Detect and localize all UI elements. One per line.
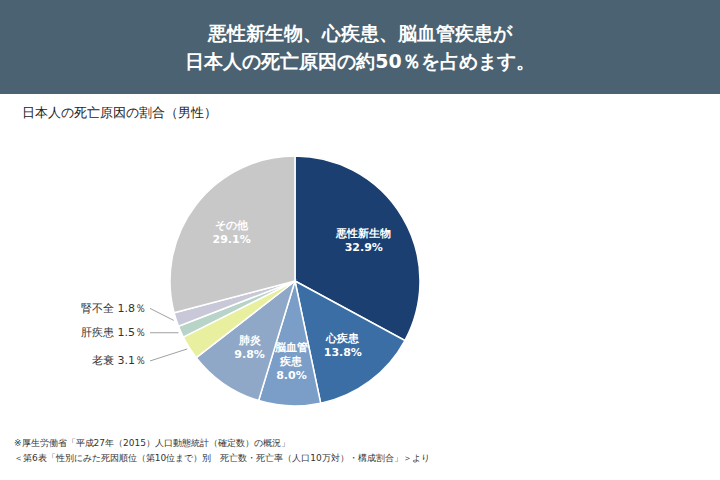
svg-text:悪性新生物32.9%: 悪性新生物32.9% <box>335 227 391 254</box>
html-text:日本人の死亡原因の割合（男性）: 日本人の死亡原因の割合（男性） <box>22 105 217 120</box>
svg-text:心疾患13.8%: 心疾患13.8% <box>324 332 362 359</box>
svg-text:その他29.1%: その他29.1% <box>213 219 251 246</box>
svg-text:老衰 3.1％: 老衰 3.1％ <box>92 354 146 367</box>
html-text:日本人の死亡原因の約50％を占めます。: 日本人の死亡原因の約50％を占めます。 <box>185 50 535 72</box>
html-text:悪性新生物、心疾患、脳血管疾患が: 悪性新生物、心疾患、脳血管疾患が <box>208 22 512 44</box>
svg-text:腎不全 1.8％: 腎不全 1.8％ <box>81 302 146 315</box>
svg-text:肝疾患 1.5％: 肝疾患 1.5％ <box>81 326 146 339</box>
svg-text:脳血管疾患8.0%: 脳血管疾患8.0% <box>274 340 308 381</box>
svg-text:肺炎9.8%: 肺炎9.8% <box>234 333 265 360</box>
html-text:※厚生労働省「平成27年（2015）人口動態統計（確定数）の: ※厚生労働省「平成27年（2015）人口動態統計（確定数）の概況」 <box>14 438 290 448</box>
html-text:＜第6表「性別にみた死因順位（第10位まで）別 死亡数・死亡: ＜第6表「性別にみた死因順位（第10位まで）別 死亡数・死亡率（人口10万対）・… <box>14 453 430 463</box>
